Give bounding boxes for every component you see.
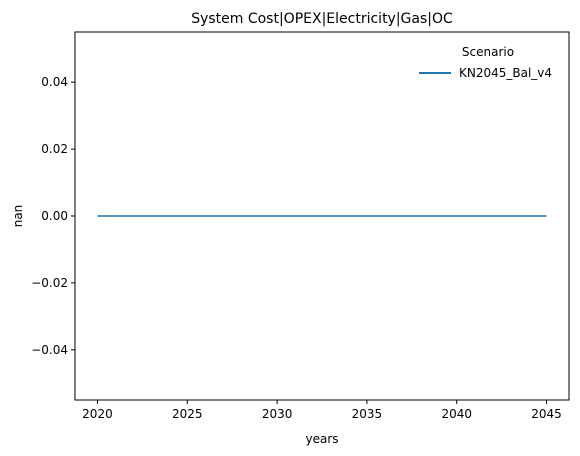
y-axis: −0.04 −0.02 0.00 0.02 0.04: [31, 75, 75, 357]
x-tick-label-2035: 2035: [352, 407, 383, 421]
legend-entry-kn2045-bal-v4: KN2045_Bal_v4: [459, 66, 552, 80]
legend: Scenario KN2045_Bal_v4: [419, 45, 552, 80]
x-axis: 2020 2025 2030 2035 2040 2045: [82, 400, 562, 421]
x-tick-label-2030: 2030: [262, 407, 293, 421]
x-tick-label-2025: 2025: [172, 407, 203, 421]
x-axis-label: years: [305, 432, 338, 446]
y-tick-label-1: −0.02: [31, 276, 68, 290]
y-tick-label-0: −0.04: [31, 343, 68, 357]
x-tick-label-2020: 2020: [82, 407, 113, 421]
chart-title: System Cost|OPEX|Electricity|Gas|OC: [191, 11, 453, 27]
x-tick-label-2040: 2040: [441, 407, 472, 421]
y-tick-label-2: 0.00: [41, 209, 68, 223]
legend-title: Scenario: [462, 45, 514, 59]
x-tick-label-2045: 2045: [531, 407, 562, 421]
y-tick-label-4: 0.04: [41, 75, 68, 89]
y-axis-label: nan: [11, 205, 25, 228]
y-tick-label-3: 0.02: [41, 142, 68, 156]
